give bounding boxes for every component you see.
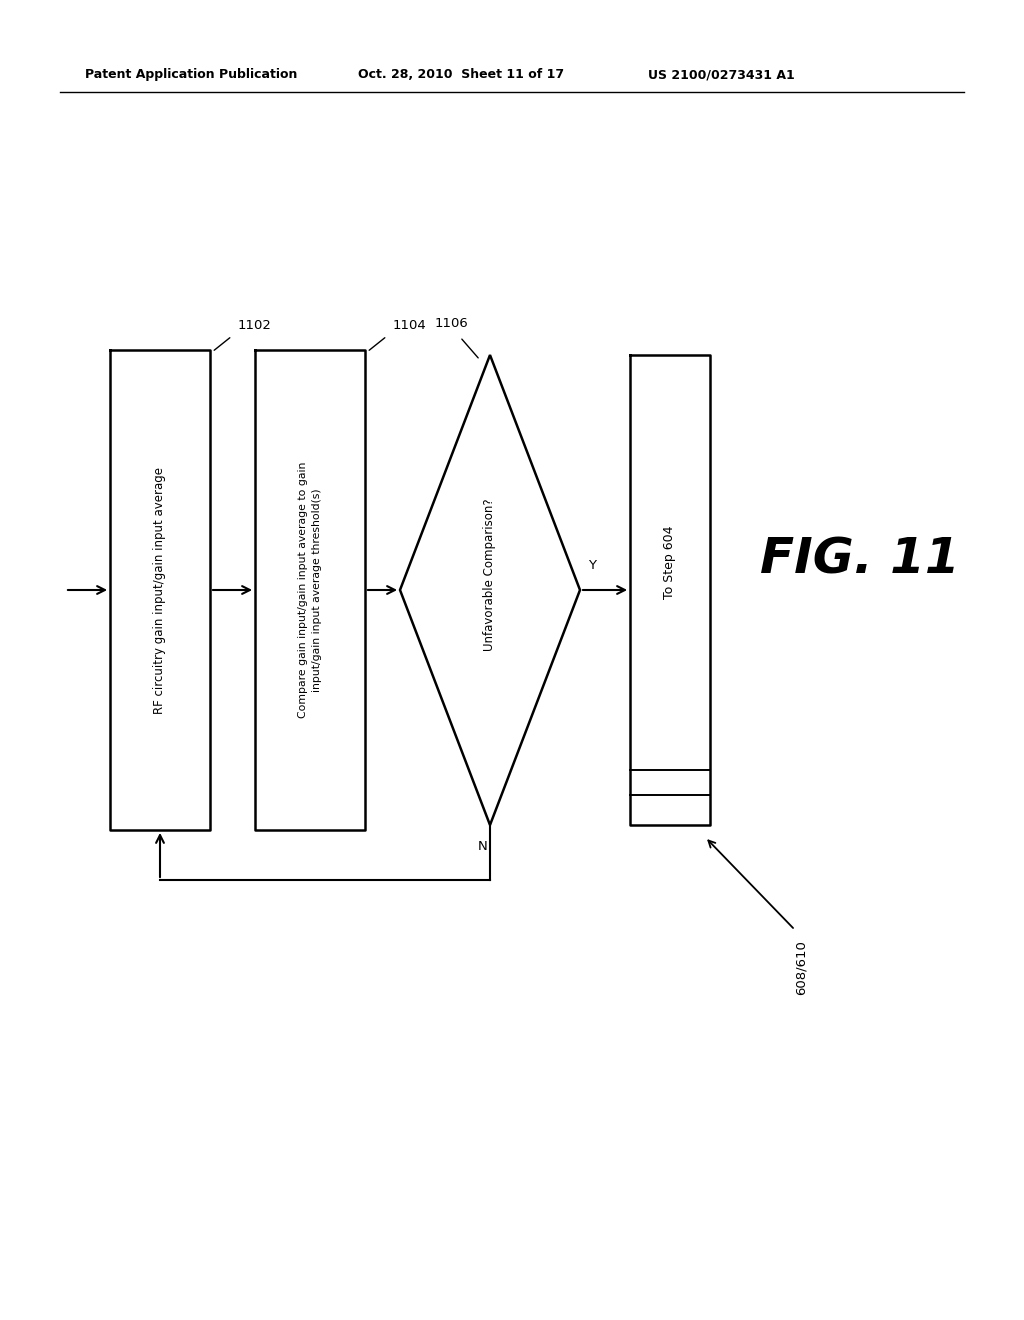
Text: N: N <box>478 840 487 853</box>
Text: 608/610: 608/610 <box>795 940 808 995</box>
Text: Y: Y <box>588 558 596 572</box>
Text: FIG. 11: FIG. 11 <box>760 536 959 583</box>
Text: To Step 604: To Step 604 <box>664 525 677 599</box>
Text: 1106: 1106 <box>435 317 469 330</box>
Text: Compare gain input/gain input average to gain
input/gain input average threshold: Compare gain input/gain input average to… <box>298 462 322 718</box>
Text: Oct. 28, 2010  Sheet 11 of 17: Oct. 28, 2010 Sheet 11 of 17 <box>358 69 564 81</box>
Text: US 2100/0273431 A1: US 2100/0273431 A1 <box>648 69 795 81</box>
Polygon shape <box>400 355 580 825</box>
Text: Patent Application Publication: Patent Application Publication <box>85 69 297 81</box>
Text: 1104: 1104 <box>393 319 427 333</box>
Text: 1102: 1102 <box>238 319 272 333</box>
Text: Unfavorable Comparison?: Unfavorable Comparison? <box>483 499 497 651</box>
Text: RF circuitry gain input/gain input average: RF circuitry gain input/gain input avera… <box>154 466 167 714</box>
